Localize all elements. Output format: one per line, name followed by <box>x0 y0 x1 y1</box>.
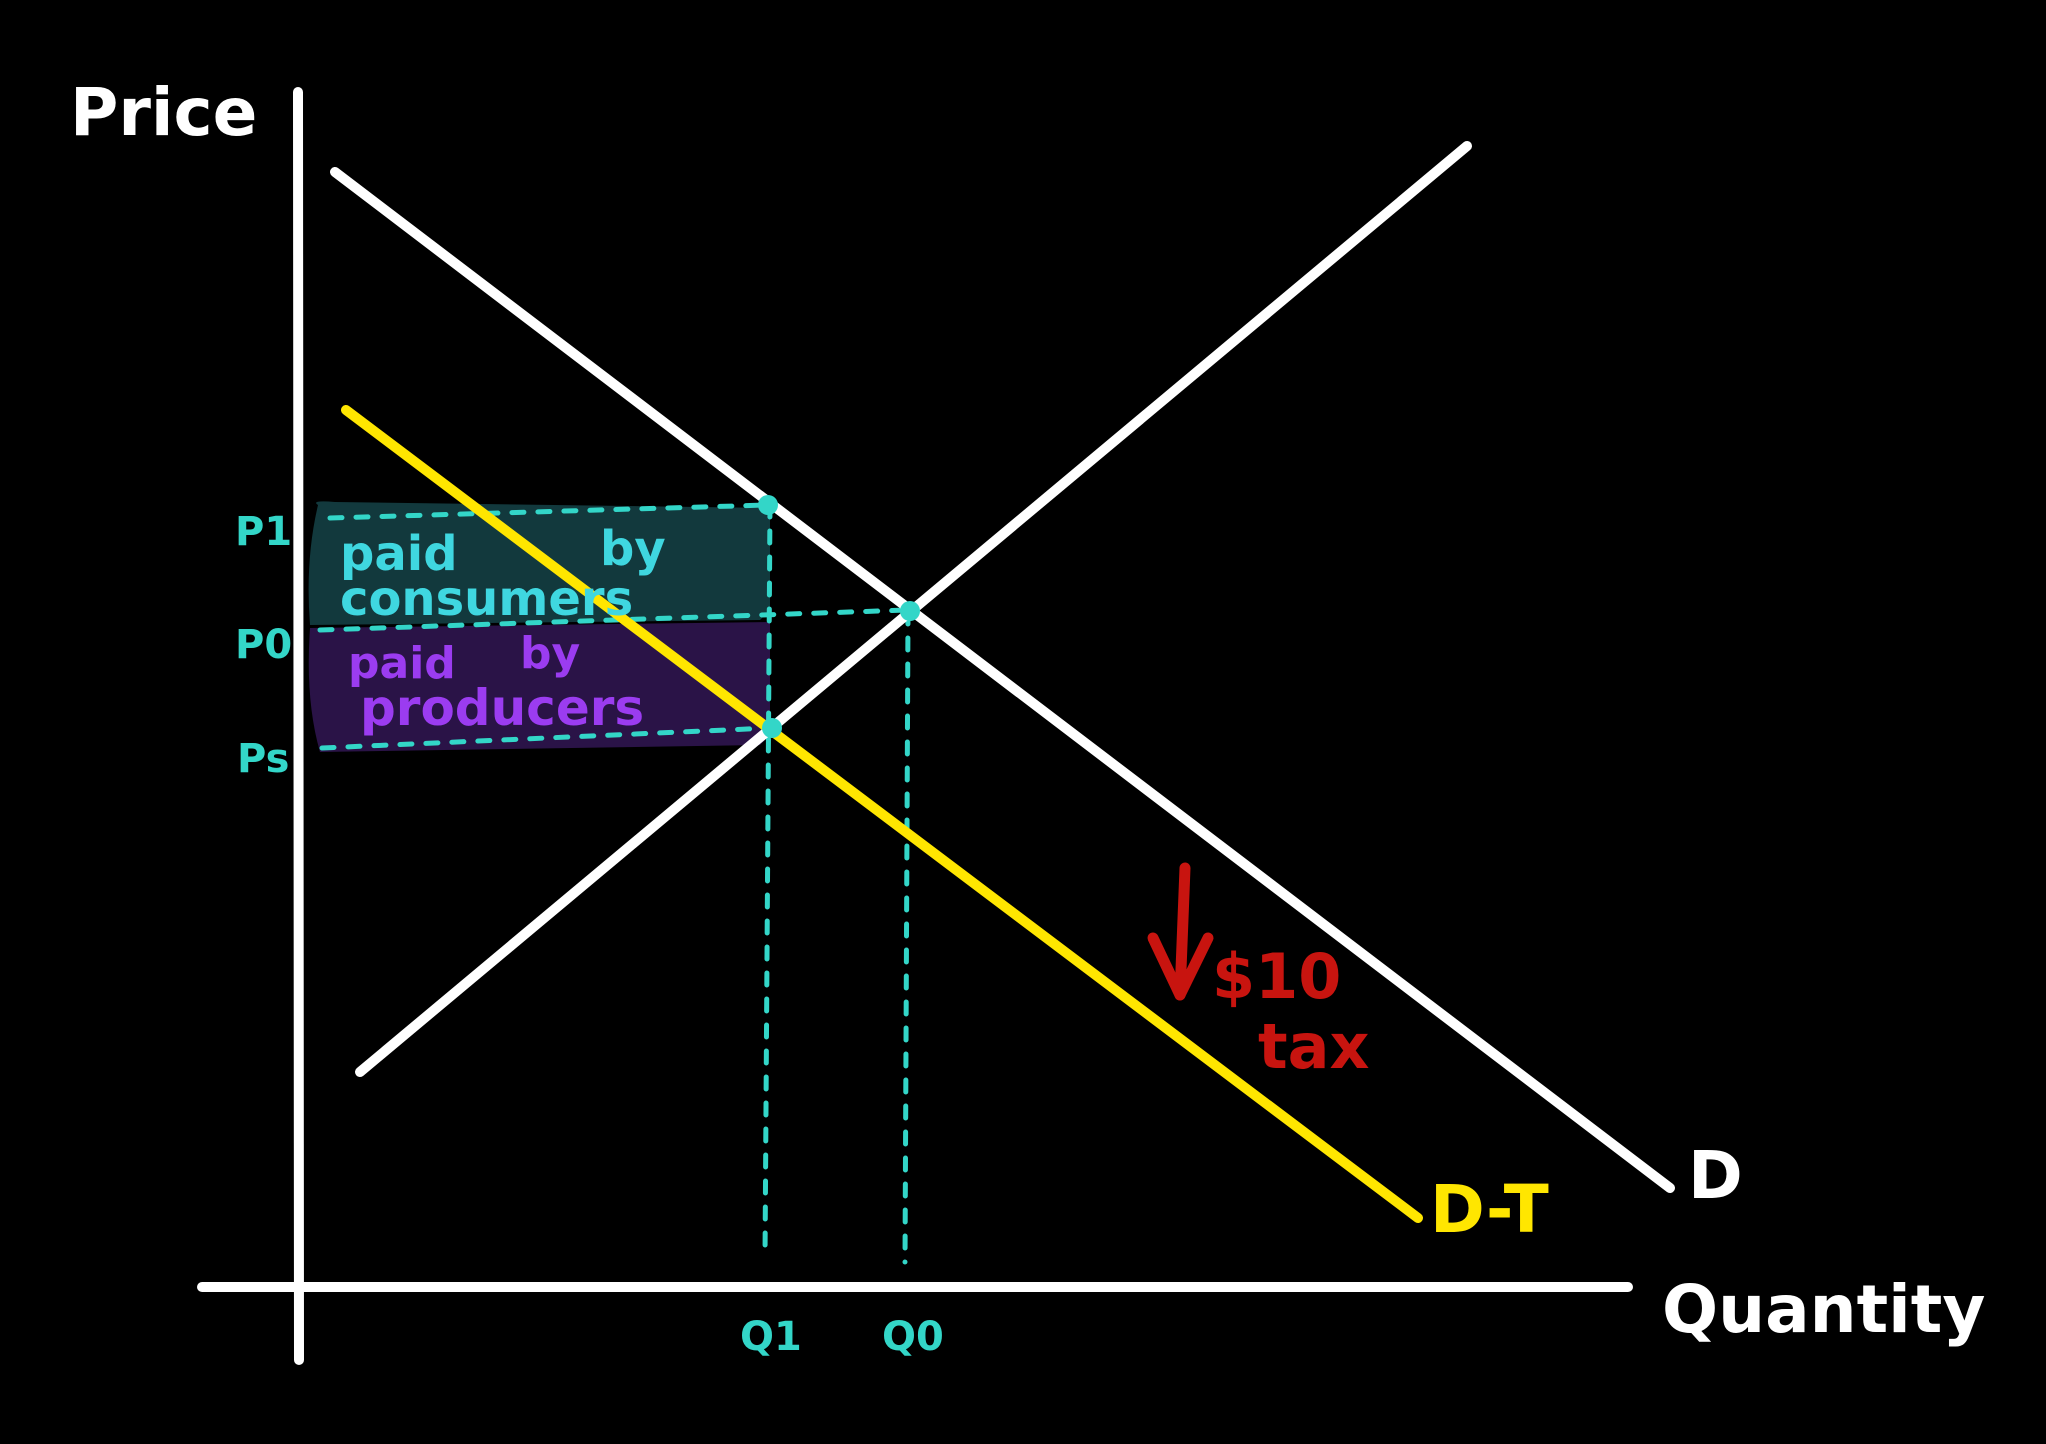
producer-region-word-by: by <box>520 628 580 679</box>
y-axis <box>293 87 304 1365</box>
tax-arrow-icon <box>1147 862 1214 1001</box>
taxed-demand-label: D-T <box>1430 1171 1549 1248</box>
ps-guide <box>319 725 773 751</box>
taxed-demand-curve <box>341 405 1423 1223</box>
equilibrium-point <box>900 601 920 621</box>
q0-label: Q0 <box>882 1314 944 1360</box>
ps-label: Ps <box>237 736 289 782</box>
q0-guide <box>902 609 911 1265</box>
consumer-region-word-paid: paid <box>340 526 458 582</box>
q1-guide <box>762 502 773 1261</box>
consumer-region-word-consumers: consumers <box>340 571 633 627</box>
demand-curve <box>330 167 1675 1193</box>
consumer-price-point <box>758 495 778 515</box>
producer-region-word-producers: producers <box>360 679 644 737</box>
tax-word-label: tax <box>1258 1010 1369 1083</box>
p0-guide <box>317 607 911 633</box>
p1-guide <box>327 502 771 521</box>
producer-price-point <box>762 718 782 738</box>
x-axis-title: Quantity <box>1662 1271 1985 1348</box>
p1-label: P1 <box>235 509 292 555</box>
q1-label: Q1 <box>740 1314 802 1360</box>
y-axis-title: Price <box>70 74 257 151</box>
demand-label: D <box>1688 1137 1743 1214</box>
p0-label: P0 <box>235 622 292 668</box>
tax-amount-label: $10 <box>1212 940 1341 1013</box>
producer-burden-region <box>308 622 770 752</box>
consumer-region-word-by: by <box>600 521 666 577</box>
guide-lines <box>317 502 911 1265</box>
producer-region-word-paid: paid <box>348 638 456 689</box>
consumer-burden-region <box>308 501 770 625</box>
